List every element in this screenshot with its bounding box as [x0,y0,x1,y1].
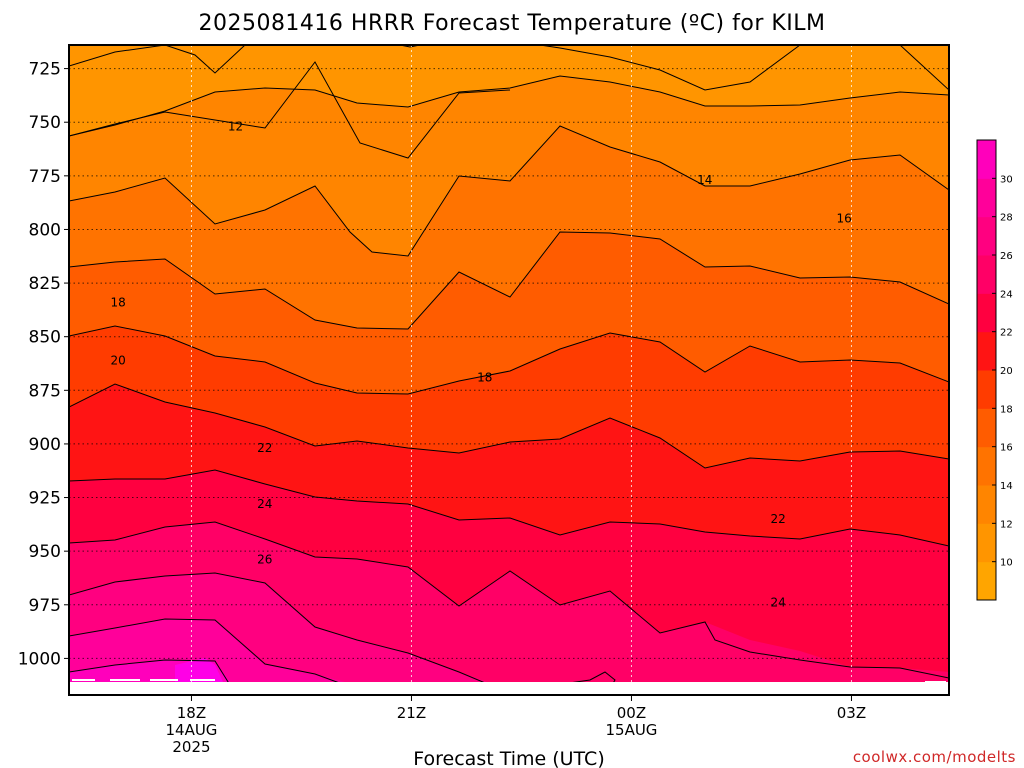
colorbar-swatch [977,370,996,409]
x-axis: 18Z14AUG202521Z00Z15AUG03Z06Z09Z [165,695,866,756]
x-axis-label: Forecast Time (UTC) [413,748,604,768]
y-tick-label: 900 [29,435,61,455]
colorbar-swatch [977,140,996,179]
y-axis: 725 750 775 800 825 850 875 900 925 950 975 1000 [18,60,69,669]
contour-22 [69,469,949,547]
contour-12 [69,75,949,137]
contour-label: 22 [257,441,272,455]
contour-10c [539,45,801,91]
contour-lines [69,45,949,682]
plot-area: 1214161618181820222224242426 [69,45,949,695]
contour-12b [69,61,511,159]
contour-label: 22 [770,512,785,526]
colorbar-tick-label: 18 [1000,404,1013,415]
y-tick-label: 925 [29,489,61,509]
y-tick-label: 725 [29,60,61,80]
y-tick-label: 850 [29,328,61,348]
y-tick-label: 1000 [18,649,61,669]
colorbar-tick-label: 10 [1000,558,1013,569]
y-tick-label: 750 [29,113,61,133]
y-tick-label: 775 [29,167,61,187]
y-tick-label: 975 [29,596,61,616]
contour-label: 26 [257,553,272,567]
colorbar-swatch [977,408,996,448]
contour-10d [899,45,949,91]
contour-label: 12 [228,120,243,134]
colorbar-swatch [977,255,996,294]
ground-dashes [72,679,946,682]
contour-24 [69,521,949,679]
contour-14 [69,125,949,257]
x-tick-label: 18Z [177,704,206,722]
contour-28 [69,618,339,682]
colorbar-swatch [977,446,996,486]
colorbar-tick-label: 20 [1000,366,1013,377]
colorbar-tick-label: 22 [1000,328,1013,339]
grid [69,45,949,682]
contour-label: 20 [110,353,125,367]
contour-label: 18 [477,370,492,384]
x-tick-label: 03Z [837,704,866,722]
temperature-bands [69,45,949,682]
x-tick-label: 14AUG [165,721,217,739]
contour-label: 14 [697,173,712,187]
colorbar-tick-label: 30 [1000,174,1013,185]
contour-16 [69,231,949,330]
band-32-plus [175,658,223,682]
x-tick-label: 00Z [617,704,646,722]
chart-title: 2025081416 HRRR Forecast Temperature (ºC… [198,11,825,36]
colorbar-tick-label: 14 [1000,481,1013,492]
contour-label: 16 [836,212,851,226]
colorbar-tick-label: 12 [1000,519,1013,530]
contour-24b [572,671,616,682]
credit-text: coolwx.com/modelts [853,748,1016,766]
colorbar-swatch [977,178,996,218]
x-tick-label: 15AUG [605,721,657,739]
colorbar-swatch [977,293,996,333]
contour-30 [69,659,229,682]
colorbar-tick-label: 26 [1000,251,1013,262]
y-tick-label: 950 [29,542,61,562]
contour-labels: 1214161618181820222224242426 [110,120,851,610]
colorbar-swatch [977,331,996,371]
contour-label: 18 [110,295,125,309]
contour-10 [69,45,246,74]
x-tick-label: 21Z [397,704,426,722]
contour-18 [69,325,949,395]
colorbar-swatch [977,216,996,256]
contour-label: 24 [770,596,785,610]
contour-label: 24 [257,497,272,511]
colorbar-tick-label: 24 [1000,289,1013,300]
x-tick-label: 2025 [172,738,210,756]
colorbar-tick-label: 16 [1000,443,1013,454]
y-tick-label: 800 [29,220,61,240]
colorbar-tick-label: 28 [1000,213,1013,224]
colorbar: 10 12 14 16 18 20 22 24 26 28 30 [976,139,1013,601]
colorbar-swatch [977,523,996,563]
y-tick-label: 825 [29,274,61,294]
colorbar-swatch [977,485,996,524]
ground-strip [69,682,949,695]
contour-20 [69,383,949,469]
colorbar-swatch [977,561,996,601]
y-tick-label: 875 [29,381,61,401]
plot-frame [68,44,950,696]
